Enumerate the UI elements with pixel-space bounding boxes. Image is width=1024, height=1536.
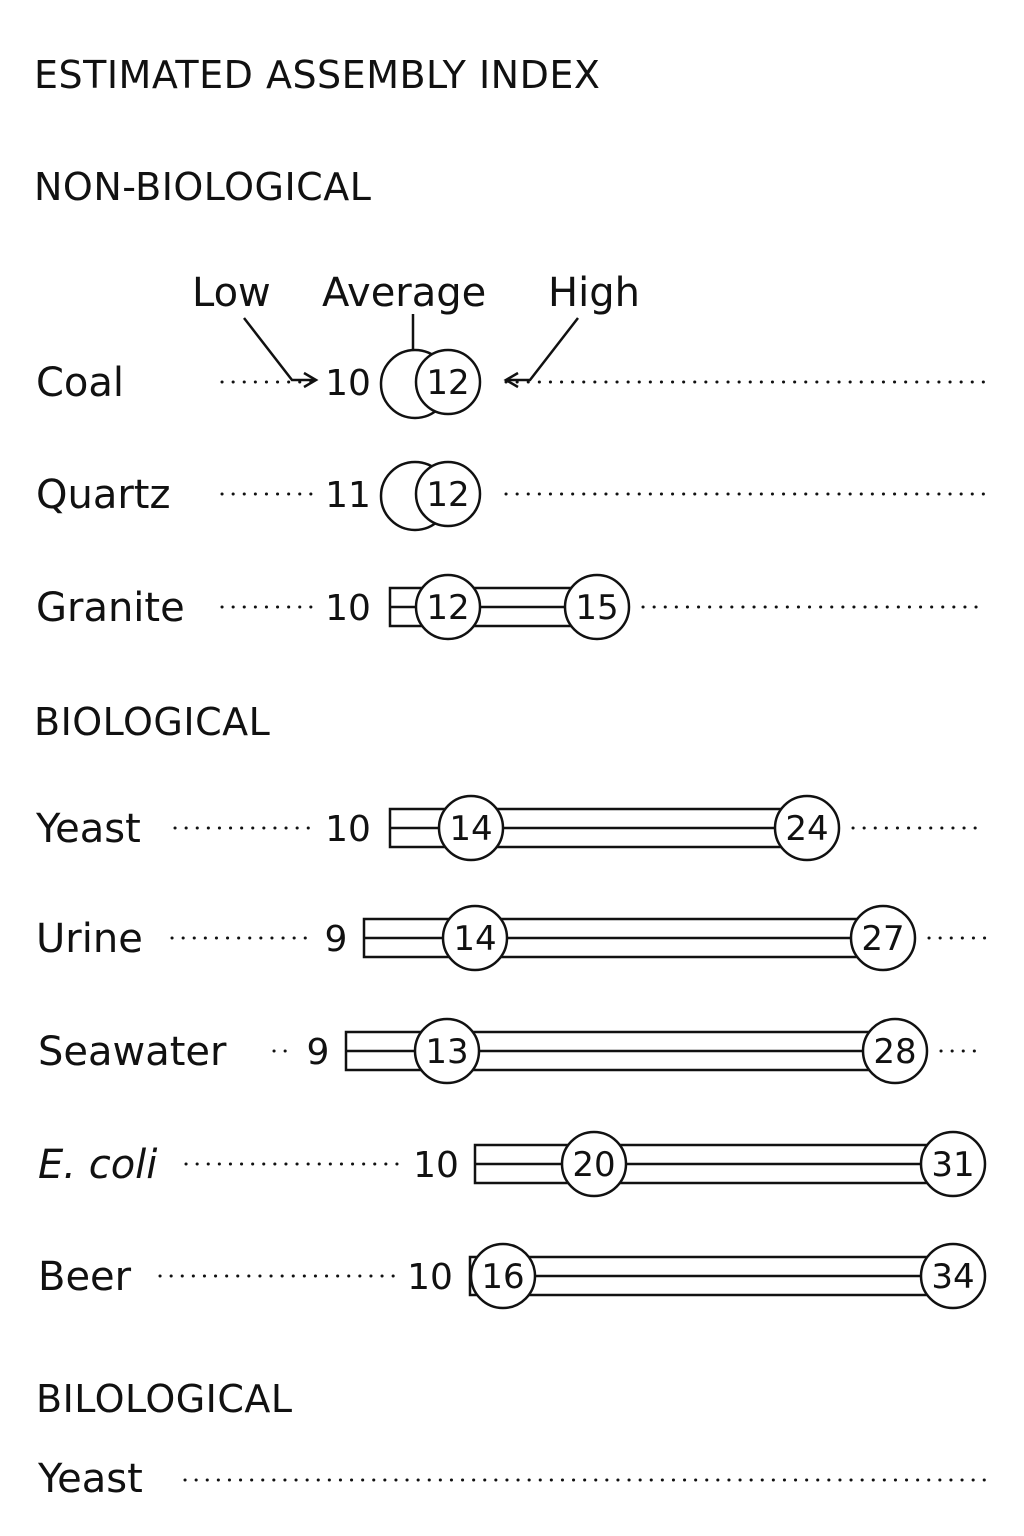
- legend-arrows: [243, 314, 579, 389]
- low-value-label: 10: [325, 809, 371, 850]
- average-marker-circle: [414, 348, 482, 416]
- high-marker-circle: [919, 1130, 987, 1198]
- low-value-label: 9: [325, 919, 348, 960]
- average-value-label: 20: [572, 1145, 615, 1185]
- high-marker-circle: [773, 794, 841, 862]
- row-label: Coal: [36, 360, 124, 406]
- average-marker-circle: [414, 573, 482, 641]
- average-value-label: 12: [426, 475, 469, 515]
- legend-average-label: Average: [322, 270, 486, 316]
- average-value-label: 14: [449, 809, 492, 849]
- average-value-label: 12: [426, 588, 469, 628]
- average-value-label: 13: [425, 1032, 468, 1072]
- average-value-label: 14: [453, 919, 496, 959]
- high-value-label: 15: [575, 588, 618, 628]
- high-value-label: 28: [873, 1032, 916, 1072]
- low-value-label: 10: [325, 588, 371, 629]
- row-label: Beer: [38, 1254, 132, 1300]
- row-label: Yeast: [35, 806, 141, 852]
- average-value-label: 16: [481, 1257, 524, 1297]
- high-value-label: 31: [931, 1145, 974, 1185]
- low-arrow: [243, 317, 316, 382]
- row-label: Quartz: [36, 472, 170, 518]
- low-value-label: 11: [325, 475, 371, 516]
- high-value-label: 27: [861, 919, 904, 959]
- average-marker-circle: [560, 1130, 628, 1198]
- section-heading-non-biological: NON-BIOLOGICAL: [34, 165, 371, 209]
- average-marker-circle: [413, 1017, 481, 1085]
- row-label: E. coli: [38, 1142, 157, 1188]
- low-value-label: 9: [307, 1032, 330, 1073]
- chart-title: ESTIMATED ASSEMBLY INDEX: [34, 53, 600, 97]
- high-marker-circle: [919, 1242, 987, 1310]
- high-arrowhead: [503, 371, 519, 389]
- row-label: Urine: [36, 916, 143, 962]
- average-marker-circle: [414, 460, 482, 528]
- high-marker-circle: [849, 904, 917, 972]
- row-label: Seawater: [38, 1029, 227, 1075]
- low-arrowhead: [303, 371, 319, 389]
- average-marker-circle: [469, 1242, 537, 1310]
- high-marker-circle: [861, 1017, 929, 1085]
- legend-high-label: High: [548, 270, 640, 316]
- high-marker-circle: [563, 573, 631, 641]
- average-value-label: 12: [426, 363, 469, 403]
- high-arrow: [506, 317, 579, 382]
- row-label: Granite: [36, 585, 185, 631]
- low-value-label: 10: [407, 1257, 453, 1298]
- low-value-label: 10: [325, 363, 371, 404]
- section-heading-biological: BIOLOGICAL: [34, 700, 270, 744]
- row-label: Yeast: [37, 1456, 143, 1502]
- high-value-label: 34: [931, 1257, 974, 1297]
- chart-rows: Coal 10 12 Quartz 11 12 Granite 10 15 12 Yeast 10 24…: [35, 348, 987, 1502]
- section-heading-bilological: BILOLOGICAL: [36, 1377, 293, 1421]
- average-marker-circle: [437, 794, 505, 862]
- average-marker-circle: [441, 904, 509, 972]
- low-value-label: 10: [413, 1145, 459, 1186]
- legend-low-label: Low: [192, 270, 271, 316]
- high-value-label: 24: [785, 809, 828, 849]
